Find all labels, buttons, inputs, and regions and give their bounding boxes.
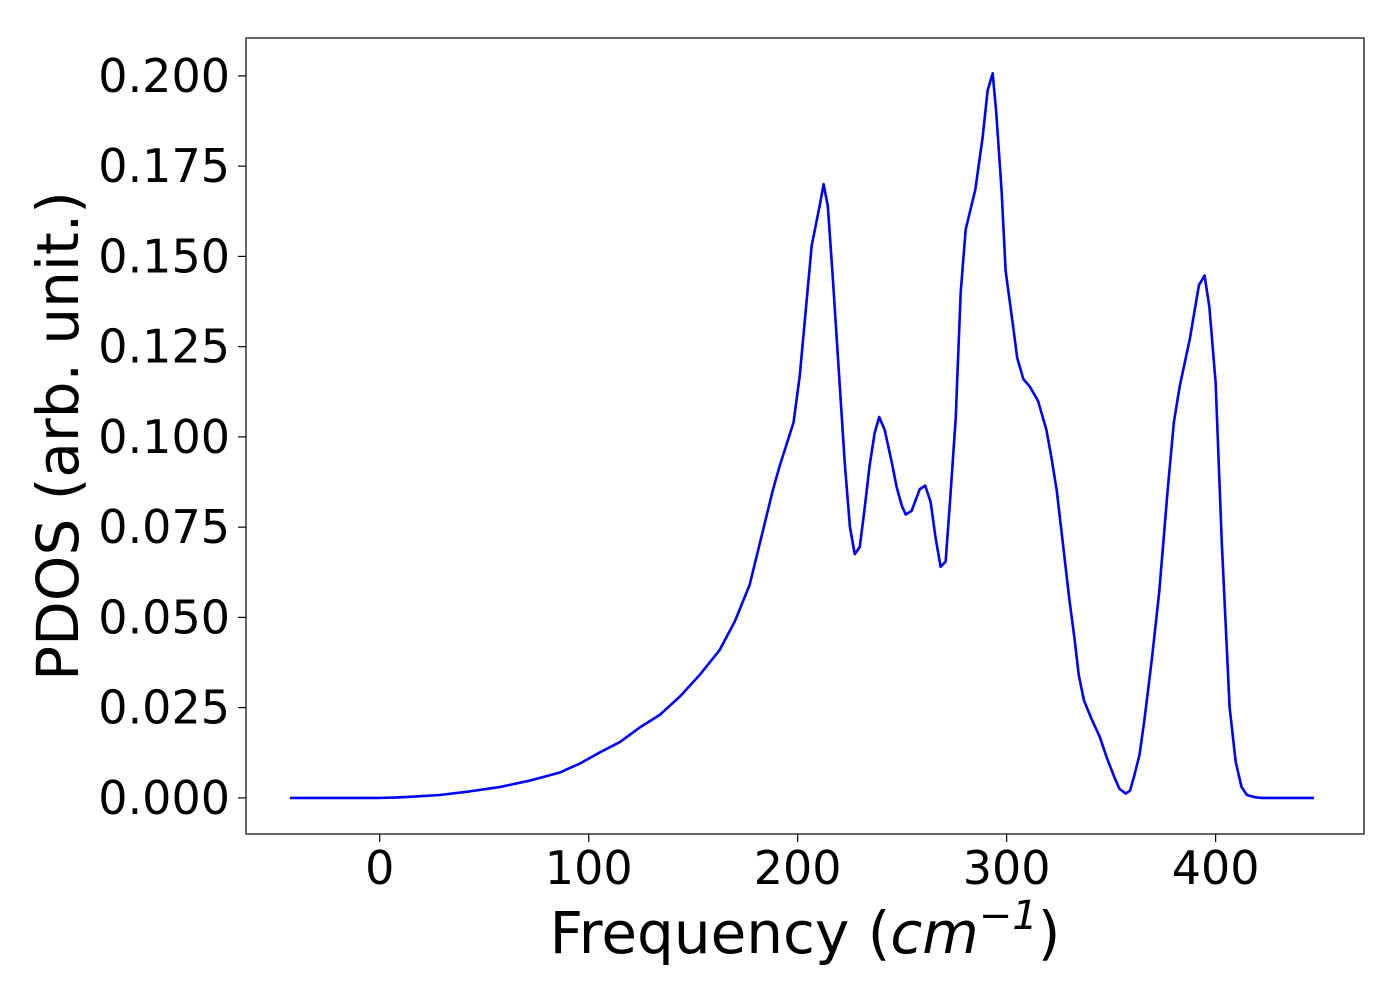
x-axis-label: Frequency (cm−1) bbox=[550, 893, 1061, 967]
y-tick-label: 0.150 bbox=[98, 229, 230, 283]
y-tick-label: 0.075 bbox=[98, 500, 230, 554]
x-tick-label: 0 bbox=[365, 841, 394, 895]
y-axis-label: PDOS (arb. unit.) bbox=[24, 191, 92, 681]
x-tick-label: 200 bbox=[754, 841, 842, 895]
x-label-exponent: −1 bbox=[979, 893, 1038, 939]
plot-frame bbox=[245, 37, 1365, 835]
x-tick-label: 300 bbox=[963, 841, 1051, 895]
x-label-text: Frequency ( bbox=[550, 899, 891, 967]
y-tick-label: 0.200 bbox=[98, 49, 230, 103]
line-series bbox=[289, 72, 1314, 800]
y-tick-label: 0.050 bbox=[98, 590, 230, 644]
x-tick-label: 100 bbox=[545, 841, 633, 895]
y-tick-label: 0.175 bbox=[98, 139, 230, 193]
y-tick-label: 0.025 bbox=[98, 681, 230, 735]
x-tick-label: 400 bbox=[1172, 841, 1260, 895]
x-label-unit: cm bbox=[890, 899, 978, 967]
y-tick-label: 0.100 bbox=[98, 410, 230, 464]
y-tick-label: 0.000 bbox=[98, 771, 230, 825]
x-label-close: ) bbox=[1038, 899, 1061, 967]
y-tick-label: 0.125 bbox=[98, 320, 230, 374]
